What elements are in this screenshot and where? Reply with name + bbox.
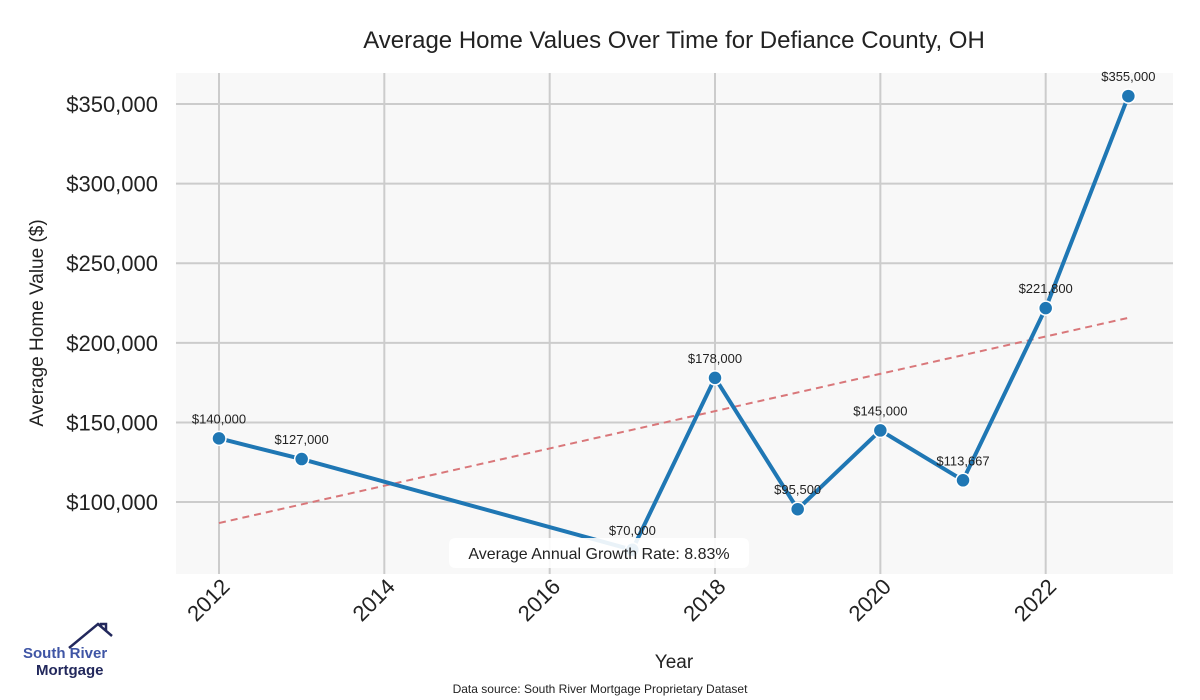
growth-rate-annotation: Average Annual Growth Rate: 8.83%	[449, 538, 749, 568]
data-point	[211, 430, 227, 447]
y-tick-label: $350,000	[66, 92, 158, 117]
data-point	[1037, 300, 1054, 316]
x-tick-label: 2016	[513, 574, 565, 626]
data-point	[707, 370, 723, 386]
data-label: $140,000	[192, 411, 246, 426]
x-tick-label: 2018	[678, 574, 730, 626]
south-river-mortgage-logo: South River Mortgage	[23, 622, 113, 679]
data-label: $355,000	[1101, 69, 1155, 84]
annotation-text: Average Annual Growth Rate: 8.83%	[468, 546, 729, 563]
logo-line2: Mortgage	[36, 662, 104, 679]
data-point	[872, 422, 889, 439]
y-tick-label: $200,000	[66, 331, 158, 356]
x-tick-label: 2012	[182, 574, 234, 626]
data-label: $95,500	[774, 482, 821, 497]
x-axis-label: Year	[655, 652, 694, 673]
data-label: $127,000	[275, 432, 329, 447]
x-tick-label: 2020	[844, 574, 896, 626]
data-point	[789, 501, 806, 517]
data-point	[293, 451, 310, 467]
y-tick-label: $100,000	[66, 490, 158, 515]
y-tick-label: $250,000	[66, 251, 158, 276]
data-label: $145,000	[853, 403, 907, 418]
data-point	[1120, 88, 1137, 104]
y-tick-label: $300,000	[66, 172, 158, 197]
data-label: $113,667	[936, 453, 989, 468]
y-tick-label: $150,000	[66, 410, 158, 435]
y-axis-label: Average Home Value ($)	[27, 219, 48, 426]
data-source-note: Data source: South River Mortgage Propri…	[453, 682, 748, 696]
data-label: $221,800	[1019, 281, 1073, 296]
data-label: $70,000	[609, 523, 656, 538]
chart-title: Average Home Values Over Time for Defian…	[363, 27, 985, 54]
x-tick-label: 2022	[1009, 574, 1061, 626]
x-tick-label: 2014	[348, 574, 400, 626]
data-label: $178,000	[688, 351, 742, 366]
data-point	[955, 472, 971, 489]
logo-line1: South River	[23, 645, 107, 662]
plot-area	[176, 73, 1173, 574]
